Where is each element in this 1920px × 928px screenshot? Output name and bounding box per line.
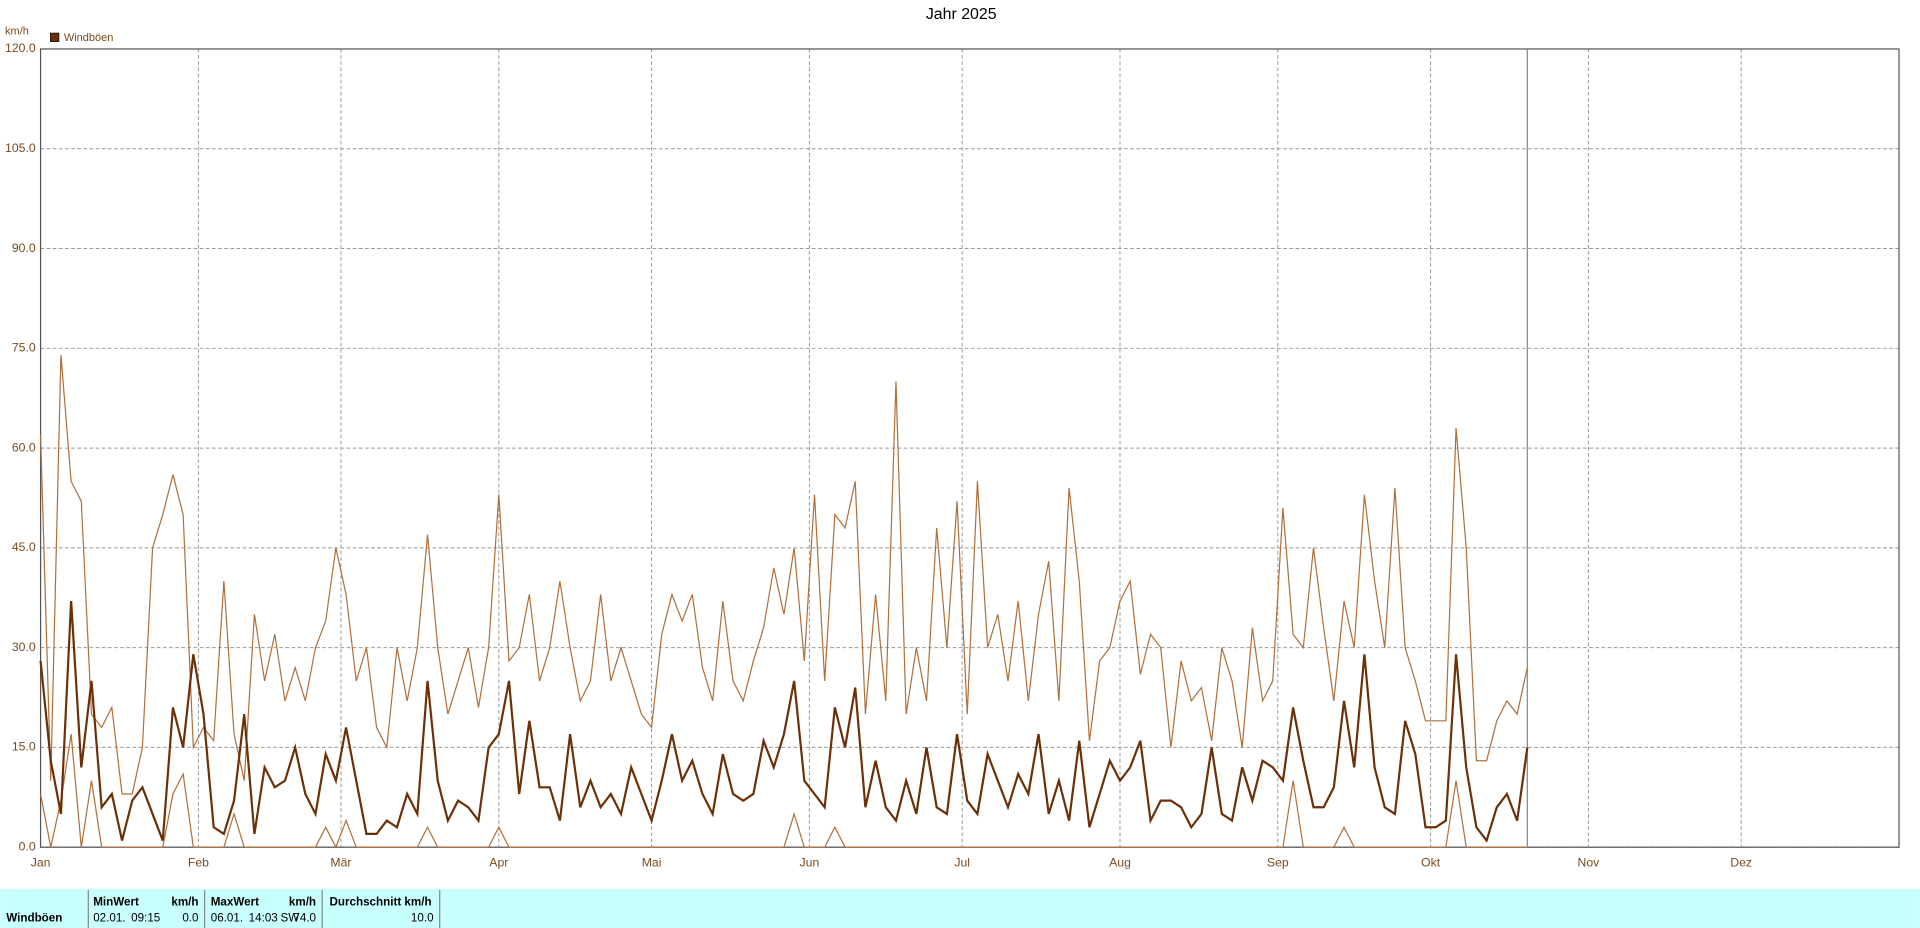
x-tick-label: Jan — [31, 855, 51, 869]
y-tick-label: 30.0 — [12, 640, 36, 654]
value: 74.0 — [293, 911, 316, 924]
series-line — [39, 601, 1529, 843]
y-axis-label: km/h — [5, 26, 29, 38]
y-tick-label: 15.0 — [12, 740, 36, 754]
series-line — [39, 354, 1528, 795]
legend-label: Windböen — [64, 32, 114, 44]
x-tick-label: Mai — [642, 855, 662, 869]
row-label: Windböen — [6, 911, 62, 924]
x-tick-label: Mär — [330, 855, 351, 869]
header: MaxWert — [211, 895, 259, 908]
x-tick-label: Sep — [1267, 855, 1289, 869]
x-tick-label: Okt — [1421, 855, 1441, 869]
x-tick-label: Feb — [188, 855, 209, 869]
y-tick-label: 0.0 — [19, 839, 36, 853]
y-tick-label: 60.0 — [12, 440, 36, 454]
value: 10.0 — [411, 911, 434, 924]
y-tick-label: 45.0 — [12, 540, 36, 554]
y-tick-label: 90.0 — [12, 241, 36, 255]
direction: SW — [281, 911, 300, 924]
x-tick-label: Dez — [1730, 855, 1752, 869]
x-tick-label: Jul — [954, 855, 970, 869]
unit: km/h — [171, 895, 198, 908]
date: 02.01. — [93, 911, 125, 924]
y-tick-label: 120.0 — [5, 41, 36, 55]
value: 0.0 — [182, 911, 199, 924]
x-tick-label: Jun — [800, 855, 820, 869]
time: 09:15 — [131, 911, 160, 924]
summary-strip — [0, 888, 1920, 928]
header: MinWert — [93, 895, 139, 908]
header: Durchschnitt km/h — [329, 895, 431, 908]
plot-area: 0.0 15.0 30.0 45.0 60.0 75.0 90.0 105.0 120.0 Jan… — [5, 32, 1900, 869]
legend-swatch — [50, 32, 60, 42]
x-tick-label: Nov — [1578, 855, 1601, 869]
series-line — [39, 734, 1528, 849]
unit: km/h — [289, 895, 316, 908]
date: 06.01. — [211, 911, 243, 924]
x-tick-label: Apr — [489, 855, 508, 869]
y-tick-label: 105.0 — [5, 141, 36, 155]
time: 14:03 — [249, 911, 278, 924]
y-tick-label: 75.0 — [12, 341, 36, 355]
chart-title: Jahr 2025 — [926, 6, 997, 23]
x-tick-label: Aug — [1109, 855, 1131, 869]
